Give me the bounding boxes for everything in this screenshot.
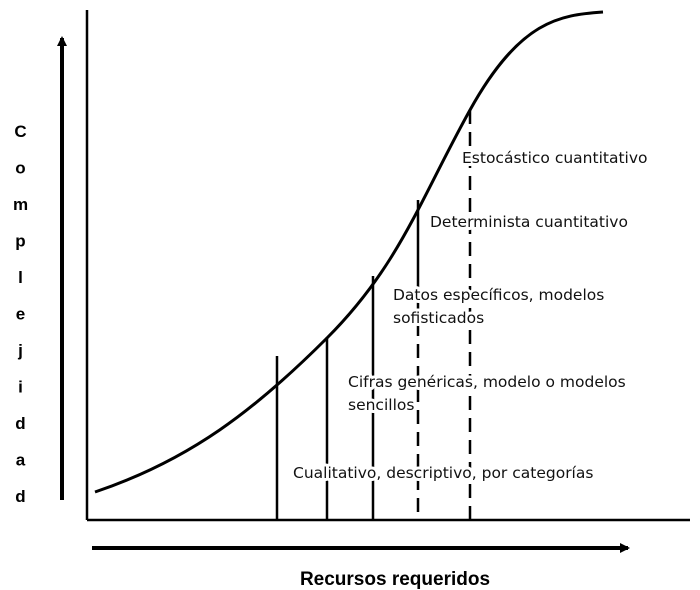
level-label: Datos específicos, modelos <box>393 286 604 304</box>
curve <box>94 10 604 494</box>
level-label: Determinista cuantitativo <box>430 213 628 231</box>
x-axis-label: Recursos requeridos <box>300 569 490 590</box>
level-label: Estocástico cuantitativo <box>462 149 648 167</box>
y-axis-label: Complejidad <box>11 122 30 524</box>
level-label: Cualitativo, descriptivo, por categorías <box>293 464 593 482</box>
level-label: Cifras genéricas, modelo o modelos <box>348 373 626 391</box>
level-label: sofisticados <box>393 309 484 327</box>
level-label: sencillos <box>348 396 414 414</box>
